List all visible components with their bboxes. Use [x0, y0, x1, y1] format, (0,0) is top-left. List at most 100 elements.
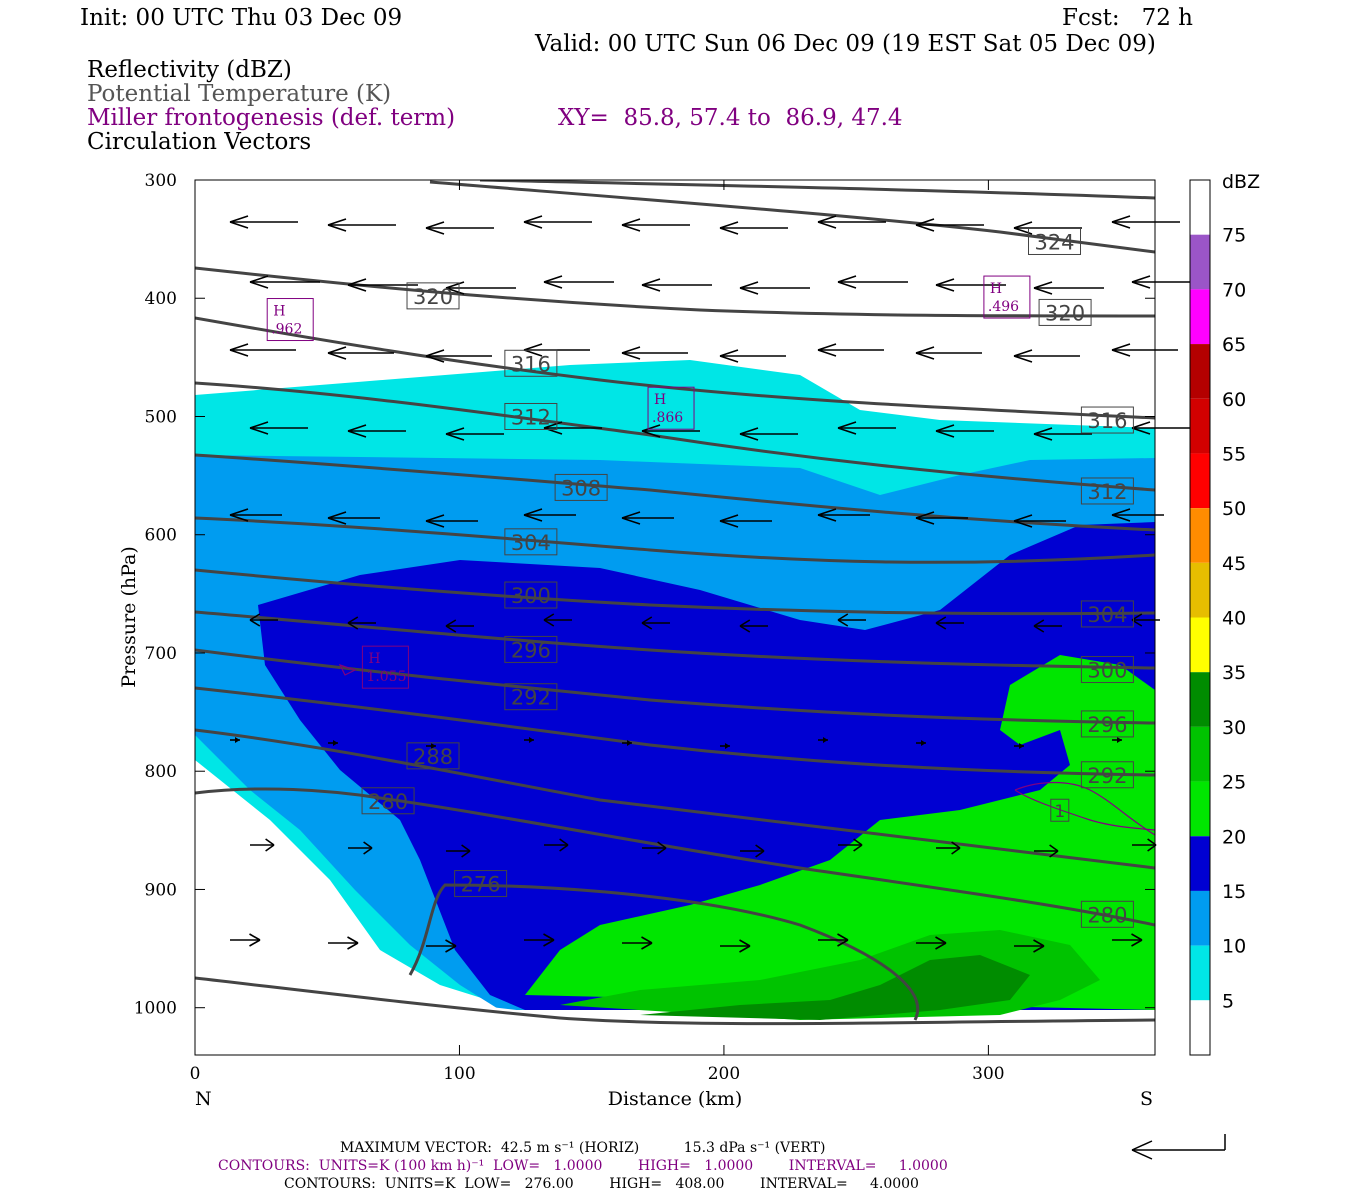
x-tick-label: 0 — [190, 1064, 201, 1084]
theta-contour — [195, 316, 1155, 420]
colorbar-label: 60 — [1222, 389, 1246, 411]
circulation-vector — [229, 343, 296, 357]
colorbar-label: 20 — [1222, 826, 1246, 848]
circulation-vector — [1014, 743, 1024, 749]
svg-text:H: H — [368, 651, 380, 667]
circulation-vector — [524, 933, 555, 947]
circulation-vector — [935, 278, 1006, 292]
x-axis-label: Distance (km) — [608, 1088, 743, 1110]
colorbar-label: 65 — [1222, 334, 1246, 356]
circulation-vector — [1112, 933, 1143, 947]
theta-contour-label: 296 — [1080, 710, 1134, 738]
plot-frame — [194, 179, 1156, 1056]
colorbar-cell — [1190, 672, 1210, 727]
colorbar-cell — [1190, 344, 1210, 399]
colorbar-cell — [1190, 781, 1210, 837]
y-tick-label: 800 — [145, 762, 177, 782]
svg-text:.496: .496 — [988, 299, 1019, 315]
circulation-vector — [641, 278, 712, 292]
circulation-vector — [817, 508, 870, 522]
circulation-vector — [915, 218, 984, 232]
circulation-vector — [817, 215, 886, 229]
circulation-vector — [327, 346, 394, 360]
svg-text:308: 308 — [561, 476, 601, 500]
theta-contour — [195, 976, 1155, 1026]
circulation-vector — [1111, 215, 1180, 229]
frontogenesis-maxima: H .962 H .496 H .866 H 1.055 1 — [266, 275, 1070, 822]
circulation-vector — [523, 215, 592, 229]
forecast-hour: Fcst: 72 h — [1062, 5, 1193, 31]
theta-contour — [408, 883, 920, 1021]
circulation-vector — [641, 424, 700, 438]
circulation-vector — [817, 343, 884, 357]
circulation-vector — [426, 939, 457, 953]
theta-contour — [479, 180, 1155, 200]
field-reflectivity: Reflectivity (dBZ) — [87, 57, 292, 83]
svg-text:292: 292 — [511, 686, 551, 710]
theta-contour-label: 304 — [504, 528, 558, 556]
theta-contour-label: 316 — [504, 349, 558, 377]
circulation-vector — [720, 743, 730, 749]
colorbar-label: 35 — [1222, 662, 1246, 684]
circulation-vector — [445, 619, 474, 633]
frontogenesis-contours — [338, 663, 1155, 836]
circulation-vector — [720, 939, 751, 953]
colorbar-cell — [1190, 1000, 1210, 1055]
circulation-vector — [543, 613, 572, 627]
colorbar-label: 55 — [1222, 443, 1246, 465]
y-tick-label: 500 — [145, 407, 177, 427]
circulation-vector — [1033, 281, 1104, 295]
reference-vector — [1131, 1134, 1226, 1160]
colorbar-cell — [1190, 508, 1210, 563]
circulation-vector — [739, 281, 810, 295]
circulation-vector — [347, 424, 406, 438]
circulation-vector — [1112, 737, 1122, 743]
circulation-vector — [1014, 939, 1045, 953]
circulation-vector — [837, 421, 896, 435]
field-frontogenesis: Miller frontogenesis (def. term) — [87, 105, 456, 131]
circulation-vector — [328, 936, 359, 950]
colorbar-cell — [1190, 289, 1210, 345]
y-tick-label: 600 — [145, 526, 177, 546]
svg-text:316: 316 — [1087, 409, 1127, 433]
colorbar-label: 15 — [1222, 881, 1246, 903]
circulation-vector — [1013, 349, 1080, 363]
circulation-vector — [818, 737, 828, 743]
svg-text:1.055: 1.055 — [366, 669, 406, 685]
svg-text:300: 300 — [511, 584, 551, 608]
circulation-vector — [622, 936, 653, 950]
circulation-vector — [425, 221, 494, 235]
circulation-vector — [739, 619, 768, 633]
colorbar-cell — [1190, 890, 1210, 946]
y-tick-label: 300 — [145, 171, 177, 191]
y-tick-label: 900 — [145, 880, 177, 900]
circulation-vector — [445, 281, 516, 295]
colorbar-cell — [1190, 562, 1210, 618]
colorbar-label: 40 — [1222, 608, 1246, 630]
reflectivity-fill — [195, 360, 1155, 1055]
theta-contour-label: 288 — [406, 742, 460, 770]
refl-30dbz — [640, 955, 1030, 1020]
theta-contour — [195, 686, 1155, 777]
max-vector-note: MAXIMUM VECTOR: 42.5 m s⁻¹ (HORIZ) 15.3 … — [340, 1140, 826, 1156]
frontogenesis-contour — [1014, 781, 1155, 836]
circulation-vector — [1033, 427, 1092, 441]
svg-text:292: 292 — [1087, 764, 1127, 788]
circulation-vector — [249, 275, 320, 289]
theta-contours — [195, 180, 1155, 1026]
theta-contour-label: 312 — [504, 402, 558, 430]
circulation-vector — [719, 349, 786, 363]
svg-text:288: 288 — [413, 745, 453, 769]
x-axis: 0 100 200 300 — [190, 180, 1005, 1084]
circulation-vector — [523, 508, 576, 522]
circulation-vector — [544, 838, 569, 852]
refl-20dbz — [525, 655, 1155, 1010]
frontogenesis-max-label: H .496 — [983, 275, 1031, 319]
theta-contour-label: 276 — [454, 870, 508, 898]
theta-contour-label: 300 — [504, 581, 558, 609]
circulation-vector — [327, 218, 396, 232]
svg-text:.866: .866 — [652, 410, 683, 426]
theta-contour-label: 316 — [1080, 406, 1134, 434]
theta-contour — [195, 648, 1155, 725]
